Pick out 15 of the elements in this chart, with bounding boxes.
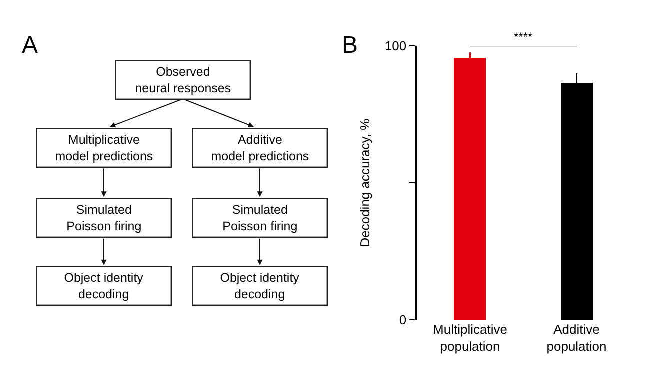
y-tick-label: 0: [399, 312, 407, 328]
text: Observed neural responses: [135, 65, 232, 96]
text: ****: [514, 30, 534, 44]
text: Simulated Poisson firing: [222, 203, 298, 234]
text: Object identity decoding: [220, 271, 300, 302]
text: Multiplicative model predictions: [55, 133, 154, 164]
text: A: [22, 32, 38, 59]
y-axis-title: Decoding accuracy, %: [357, 118, 372, 248]
text: Object identity decoding: [64, 271, 144, 302]
chart-title: B: [342, 32, 358, 59]
text: Simulated Poisson firing: [66, 203, 142, 234]
x-tick-label: Additive population: [546, 322, 607, 354]
x-tick-label: Multiplicative population: [433, 322, 508, 354]
y-tick-label: 100: [384, 38, 407, 54]
text: Additive model predictions: [211, 133, 310, 164]
